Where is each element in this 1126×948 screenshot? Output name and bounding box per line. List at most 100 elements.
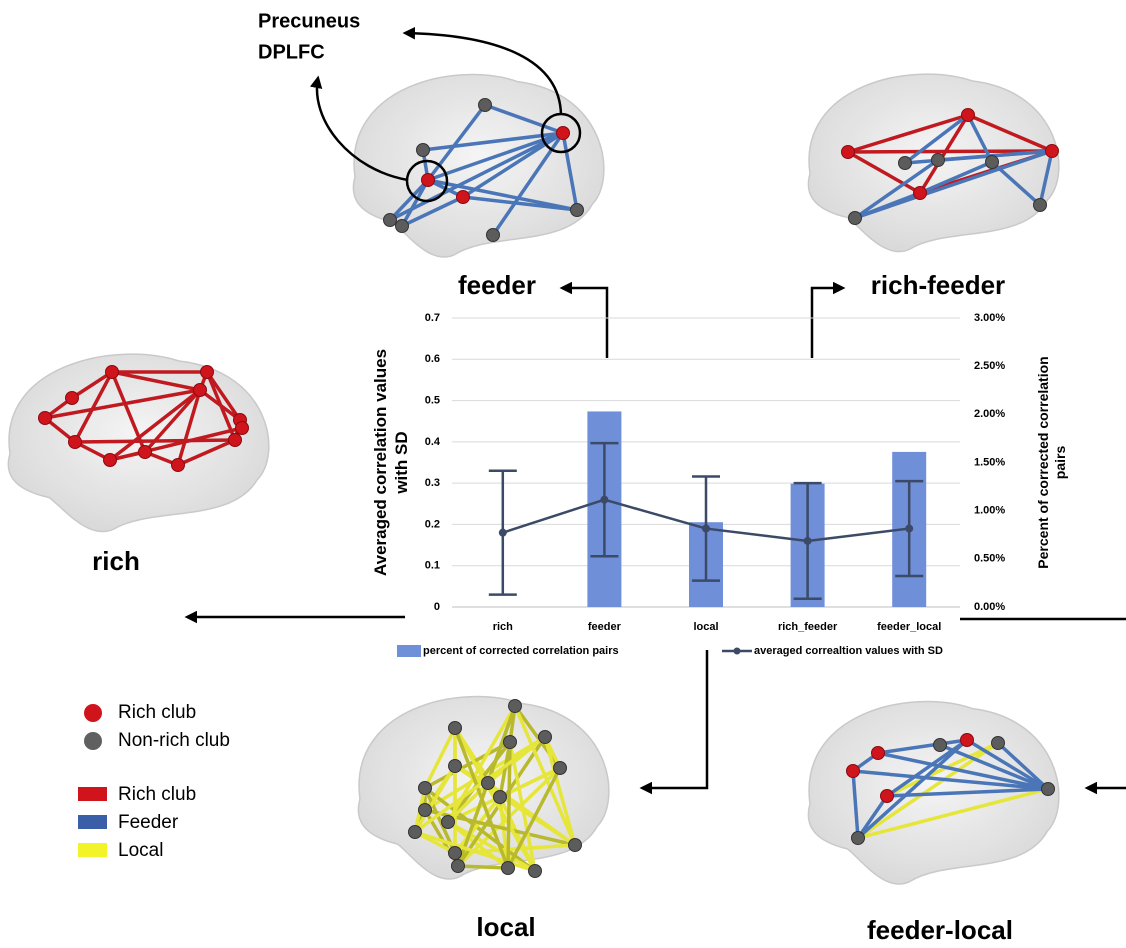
y2-axis-title-line: Percent of corrected correlation — [1035, 356, 1051, 568]
network-node — [487, 229, 500, 242]
panel-label: rich-feeder — [871, 270, 1005, 300]
brain-outline — [353, 75, 603, 257]
network-node — [422, 174, 435, 187]
x-tick-label: feeder_local — [877, 621, 941, 633]
network-node — [106, 366, 119, 379]
legend-text: Non-rich club — [118, 730, 230, 751]
network-node — [962, 109, 975, 122]
legend-edge — [78, 843, 107, 857]
arrow — [812, 288, 843, 358]
network-node — [554, 762, 567, 775]
network-node — [69, 436, 82, 449]
network-node — [139, 446, 152, 459]
network-node — [104, 454, 117, 467]
y-axis-title-line: with SD — [392, 431, 411, 494]
network-node — [419, 782, 432, 795]
legend-text: Rich club — [118, 702, 196, 723]
y2-tick-label: 0.50% — [974, 553, 1005, 565]
network-node — [934, 739, 947, 752]
network-node — [457, 191, 470, 204]
network-node — [504, 736, 517, 749]
y2-tick-label: 2.00% — [974, 408, 1005, 420]
legend-text: Local — [118, 840, 163, 861]
point — [600, 496, 608, 504]
figure: Precuneus DPLFC feeder rich-feeder rich … — [0, 0, 1126, 948]
arrow — [642, 650, 707, 788]
x-tick-label: local — [693, 621, 718, 633]
network-node — [236, 422, 249, 435]
network-node — [914, 187, 927, 200]
y-tick-label: 0.3 — [425, 477, 440, 489]
network-node — [442, 816, 455, 829]
network-node — [509, 700, 522, 713]
legend-text: Rich club — [118, 784, 196, 805]
network-node — [881, 790, 894, 803]
network-node — [847, 765, 860, 778]
legend-text: Feeder — [118, 812, 179, 833]
x-tick-label: rich_feeder — [778, 621, 838, 633]
y-tick-label: 0 — [434, 601, 440, 613]
panel-label: local — [476, 912, 535, 942]
network-node — [932, 154, 945, 167]
network-edge — [458, 866, 508, 868]
legend-text: percent of corrected correlation pairs — [423, 645, 619, 657]
y-tick-label: 0.4 — [425, 436, 441, 448]
network-edge — [75, 440, 235, 442]
legend-edge — [78, 815, 107, 829]
y2-tick-label: 2.50% — [974, 360, 1005, 372]
point — [804, 537, 812, 545]
legend-swatch — [397, 645, 421, 657]
network-node — [872, 747, 885, 760]
network-node — [419, 804, 432, 817]
network-node — [986, 156, 999, 169]
annotation: DPLFC — [258, 41, 325, 63]
legend-node — [84, 732, 102, 750]
network-node — [1046, 145, 1059, 158]
y2-tick-label: 1.50% — [974, 456, 1005, 468]
y-tick-label: 0.6 — [425, 353, 440, 365]
y-tick-label: 0.7 — [425, 312, 440, 324]
network-node — [409, 826, 422, 839]
y2-tick-label: 0.00% — [974, 601, 1005, 613]
network-node — [1034, 199, 1047, 212]
y2-axis-title: Percent of corrected correlationpairs — [1035, 356, 1068, 568]
network-node — [502, 862, 515, 875]
x-tick-label: feeder — [588, 621, 622, 633]
network-node — [571, 204, 584, 217]
network-node — [482, 777, 495, 790]
network-node — [396, 220, 409, 233]
network-node — [449, 847, 462, 860]
network-node — [494, 791, 507, 804]
network-node — [852, 832, 865, 845]
network-node — [529, 865, 542, 878]
panel-label: feeder-local — [867, 915, 1013, 945]
network-node — [569, 839, 582, 852]
network-node — [384, 214, 397, 227]
y2-axis-title-line: pairs — [1052, 446, 1068, 480]
network-node — [842, 146, 855, 159]
network-node — [479, 99, 492, 112]
y2-tick-label: 1.00% — [974, 505, 1005, 517]
y-axis-title-line: Averaged correlation values — [371, 349, 390, 576]
legend-edge — [78, 787, 107, 801]
legend-swatch — [734, 648, 741, 655]
network-node — [417, 144, 430, 157]
network-node — [66, 392, 79, 405]
chart: 0 0.1 0.2 0.3 0.4 0.5 0.6 0.7 0.00% 0.50% 1.00% 1.5… — [371, 312, 1067, 657]
network-node — [194, 384, 207, 397]
y-tick-label: 0.1 — [425, 560, 440, 572]
network-node — [229, 434, 242, 447]
network-node — [899, 157, 912, 170]
y-tick-label: 0.5 — [425, 394, 440, 406]
point — [499, 529, 507, 537]
point — [702, 525, 710, 533]
network-node — [1042, 783, 1055, 796]
arrow — [562, 288, 607, 358]
y-tick-label: 0.2 — [425, 518, 440, 530]
network-node — [201, 366, 214, 379]
network-node — [452, 860, 465, 873]
network-node — [961, 734, 974, 747]
panel-label: feeder — [458, 270, 536, 300]
y2-tick-label: 3.00% — [974, 312, 1005, 324]
